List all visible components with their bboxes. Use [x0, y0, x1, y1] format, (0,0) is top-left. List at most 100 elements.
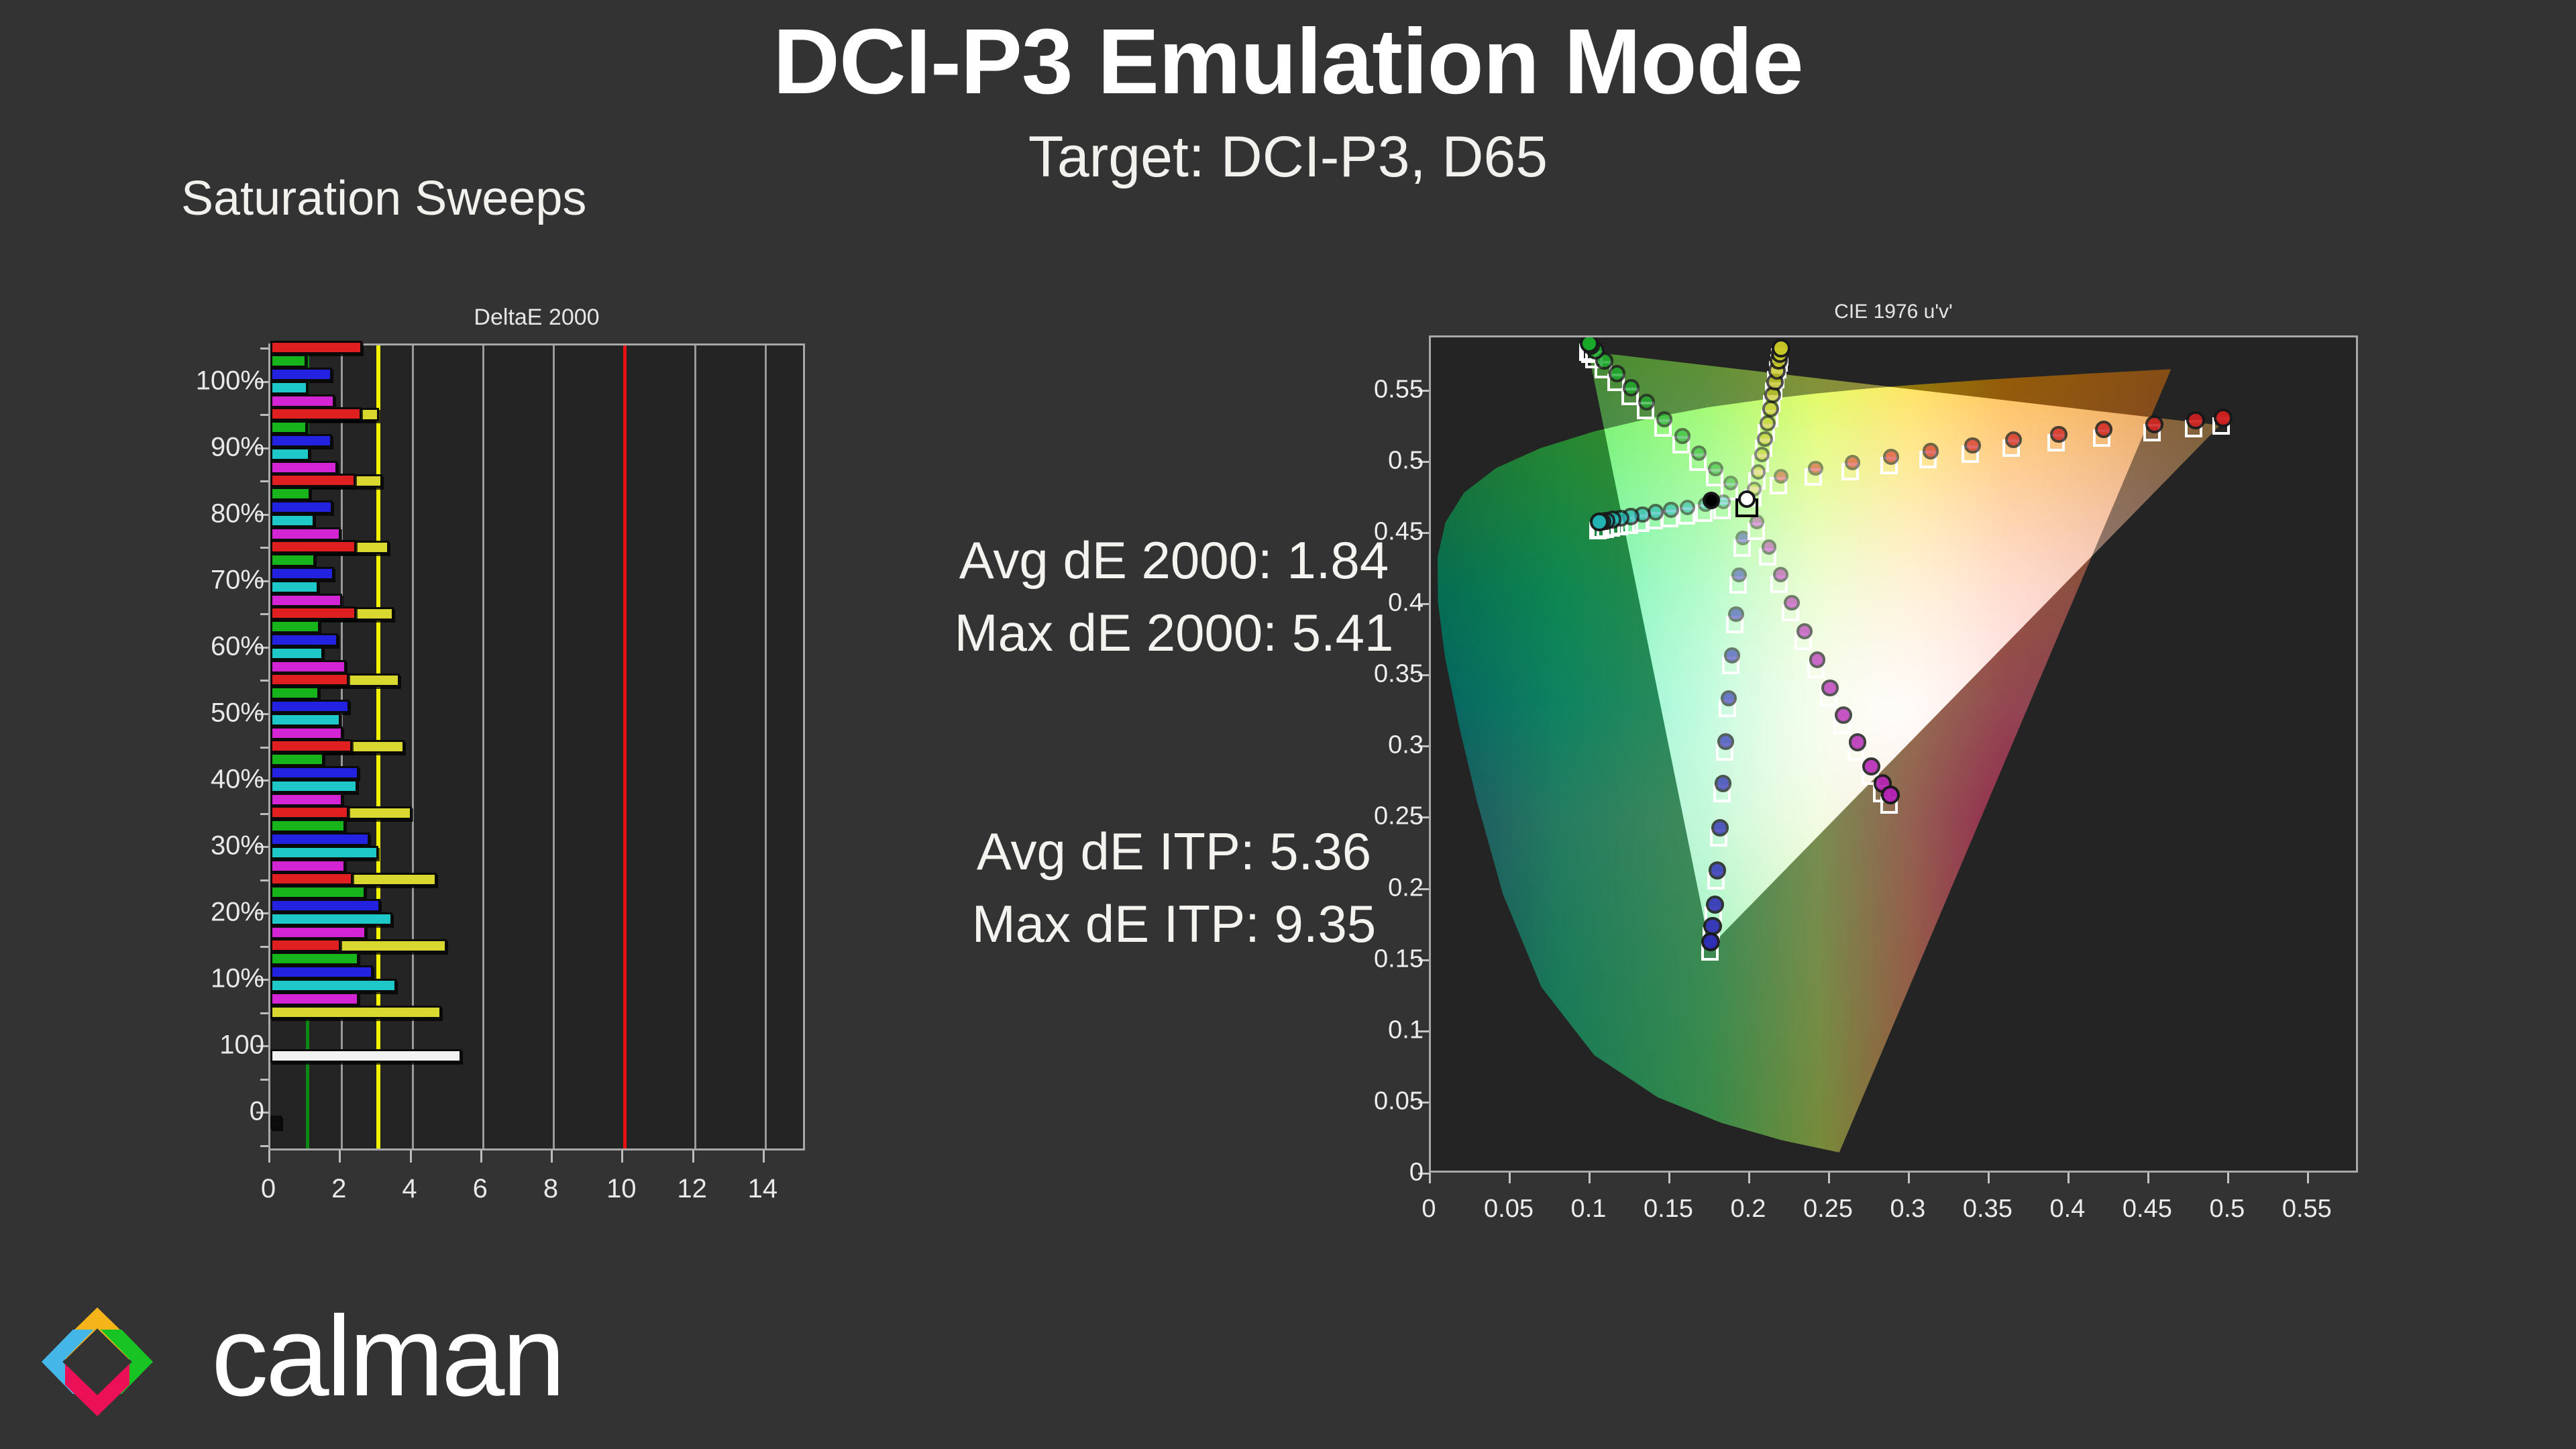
- bar-40pct-red: [270, 739, 353, 753]
- chart-title: CIE 1976 u'v': [1834, 301, 1953, 323]
- bar-20pct-blue: [270, 899, 380, 913]
- y-minor-tick: [260, 1078, 268, 1081]
- cie-y-tick: [1418, 603, 1429, 606]
- measured-marker-blue: [1705, 896, 1724, 914]
- x-axis-label: 12: [677, 1174, 707, 1203]
- cie-x-tick: [1907, 1173, 1910, 1183]
- cie-y-tick: [1418, 674, 1429, 677]
- measured-marker-green: [1656, 411, 1672, 428]
- y-tick: [256, 646, 268, 649]
- bar-40pct-green: [270, 753, 324, 767]
- avg-de2000-readout: Avg dE 2000: 1.84: [959, 531, 1389, 590]
- y-axis-label: 100%: [195, 366, 264, 396]
- y-minor-tick: [260, 680, 268, 682]
- x-axis-label: 14: [747, 1174, 778, 1203]
- measured-marker-magenta: [1772, 566, 1788, 582]
- cie-y-axis-label: 0.45: [1374, 517, 1424, 546]
- measured-marker-magenta: [1848, 733, 1867, 751]
- bar-gridline: [764, 345, 767, 1148]
- cie-y-axis-label: 0.4: [1388, 588, 1424, 617]
- bar-100pct-magenta: [270, 394, 335, 408]
- y-tick: [256, 447, 268, 449]
- bar-80pct-green: [270, 486, 311, 500]
- y-tick: [256, 712, 268, 715]
- bar-50pct-red: [270, 672, 349, 686]
- bar-20pct-magenta: [270, 926, 367, 940]
- bar-100pct-green: [270, 354, 307, 368]
- bar-80pct-magenta: [270, 527, 341, 541]
- bar-gridline: [411, 345, 414, 1148]
- deltae-2000-chart: DeltaE 2000 100% 90% 80% 70% 60% 50% 40% 30% 20%…: [196, 305, 805, 1203]
- bar-30pct-green: [270, 819, 346, 833]
- measured-marker-magenta: [1881, 786, 1900, 805]
- logo-wordmark: calman: [211, 1293, 566, 1420]
- y-axis-label: 50%: [210, 698, 264, 728]
- measured-marker-red: [1922, 443, 1939, 460]
- section-label: Saturation Sweeps: [181, 172, 587, 225]
- measured-marker-cyan: [1680, 499, 1696, 515]
- measured-marker-red: [1883, 448, 1900, 465]
- bar-60pct-blue: [270, 633, 338, 647]
- y-axis-label: 0: [249, 1096, 264, 1126]
- bar-60pct-red: [270, 606, 357, 620]
- cie-y-axis-label: 0.05: [1374, 1087, 1424, 1116]
- cie-x-tick: [1508, 1173, 1511, 1183]
- x-axis-label: 6: [472, 1174, 488, 1203]
- y-tick: [256, 1112, 268, 1114]
- measured-marker-yellow: [1762, 400, 1779, 418]
- bar-30pct-cyan: [270, 846, 378, 860]
- measured-marker-magenta: [1809, 651, 1826, 668]
- measured-marker-red: [1808, 460, 1823, 476]
- cie-x-axis-label: 0.5: [2209, 1195, 2245, 1223]
- measured-marker-magenta: [1796, 623, 1813, 640]
- x-axis-label: 2: [331, 1174, 347, 1203]
- y-axis-label: 20%: [210, 897, 264, 927]
- y-axis-label: 10%: [210, 963, 264, 994]
- bar-80pct-blue: [270, 500, 333, 514]
- measured-marker-green: [1638, 393, 1656, 411]
- y-minor-tick: [260, 812, 268, 815]
- bar-40pct-cyan: [270, 780, 358, 794]
- cie-y-tick: [1418, 389, 1429, 392]
- cie-x-axis-label: 0.4: [2049, 1195, 2086, 1223]
- y-axis-label: 70%: [210, 565, 264, 595]
- bar-20pct-cyan: [270, 912, 393, 926]
- measured-marker-red: [1964, 437, 1981, 454]
- cie-x-axis-label: 0.1: [1570, 1195, 1607, 1223]
- measured-marker-yellow: [1757, 431, 1773, 447]
- cie-x-axis-label: 0: [1421, 1195, 1436, 1223]
- y-tick: [256, 580, 268, 582]
- bar-60pct-cyan: [270, 646, 323, 660]
- y-tick: [256, 380, 268, 383]
- x-tick: [268, 1150, 270, 1163]
- measured-marker-blue: [1711, 818, 1729, 837]
- bar-70pct-magenta: [270, 593, 342, 607]
- measured-marker-cyan: [1663, 502, 1679, 518]
- y-tick: [256, 1045, 268, 1048]
- bar-90pct-cyan: [270, 447, 310, 461]
- chart-title: DeltaE 2000: [474, 305, 600, 330]
- measured-marker-cyan: [1590, 513, 1609, 532]
- cie-x-axis-label: 0.15: [1643, 1195, 1693, 1223]
- measured-marker-green: [1579, 337, 1599, 354]
- cie-x-tick: [2067, 1173, 2070, 1183]
- y-tick: [256, 513, 268, 516]
- cie-x-axis-label: 0.25: [1803, 1195, 1853, 1223]
- bar-100-gray: [270, 1049, 462, 1063]
- bar-50pct-magenta: [270, 726, 343, 740]
- cie-x-tick: [2147, 1173, 2149, 1183]
- cie-y-tick: [1418, 816, 1429, 819]
- bar-20pct-red: [270, 872, 354, 886]
- bar-90pct-green: [270, 420, 308, 434]
- calman-diamond-icon: [42, 1307, 153, 1416]
- calman-logo: calman: [30, 1293, 701, 1429]
- y-axis-label: 40%: [210, 764, 264, 794]
- cie-y-axis-label: 0.25: [1374, 802, 1424, 830]
- cie-y-axis-label: 0.3: [1388, 731, 1424, 759]
- measured-marker-red: [2094, 421, 2113, 439]
- cie-x-tick: [2226, 1173, 2229, 1183]
- bar-70pct-blue: [270, 566, 334, 580]
- cie-x-tick: [1668, 1173, 1670, 1183]
- cie-x-axis-label: 0.55: [2282, 1195, 2332, 1223]
- measured-marker-blue: [1717, 733, 1735, 750]
